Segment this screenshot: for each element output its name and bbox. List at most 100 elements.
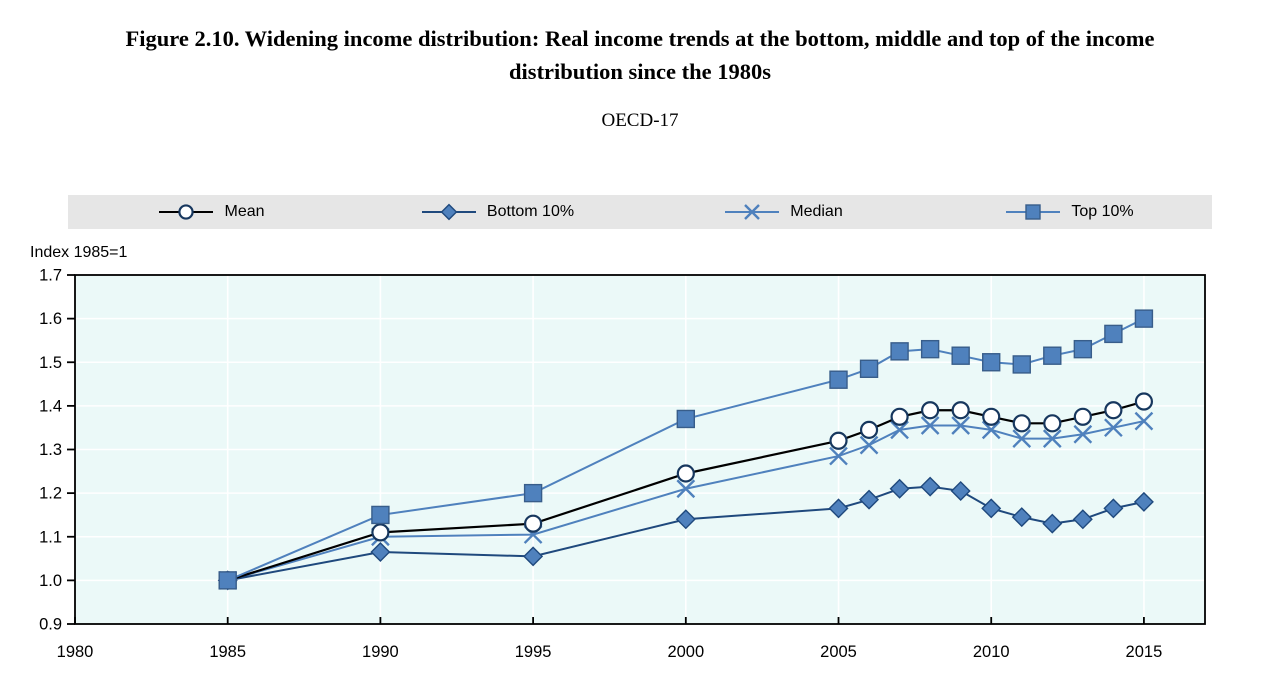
marker-top-10-2006 bbox=[859, 359, 879, 378]
marker-median-2000 bbox=[676, 479, 696, 499]
marker-mean-2012 bbox=[1043, 414, 1062, 433]
marker-bottom-10-2013 bbox=[1072, 509, 1093, 530]
marker-top-10-2008 bbox=[920, 339, 940, 359]
marker-top-10-2015 bbox=[1134, 309, 1154, 328]
marker-median-2007 bbox=[890, 420, 909, 440]
x-tick-label-1990: 1990 bbox=[362, 643, 399, 661]
marker-mean-2005 bbox=[829, 431, 848, 450]
legend-item-top-10: Top 10% bbox=[926, 202, 1212, 222]
marker-mean-2015 bbox=[1134, 392, 1154, 411]
marker-top-10-2013 bbox=[1073, 339, 1093, 359]
legend-label-top-10: Top 10% bbox=[1071, 203, 1134, 220]
marker-median-2006 bbox=[859, 435, 879, 455]
marker-bottom-10-2007 bbox=[889, 478, 910, 499]
marker-bottom-10-2000 bbox=[675, 509, 696, 530]
marker-bottom-10-2005 bbox=[828, 498, 849, 519]
legend-label-mean: Mean bbox=[224, 203, 265, 220]
marker-median-2015 bbox=[1134, 411, 1154, 431]
y-tick-label-0.9: 0.9 bbox=[39, 616, 62, 634]
marker-mean-2014 bbox=[1104, 401, 1123, 420]
marker-top-10-1990 bbox=[371, 505, 390, 525]
x-tick-label-2000: 2000 bbox=[667, 643, 704, 661]
legend-label-median: Median bbox=[790, 203, 843, 220]
chart-legend: Mean Bottom 10% Median Top 10% bbox=[68, 195, 1212, 229]
marker-mean-2013 bbox=[1073, 407, 1092, 426]
marker-bottom-10-2009 bbox=[950, 480, 971, 501]
marker-bottom-10-2014 bbox=[1103, 498, 1124, 519]
axis-tick-labels: 1980 1985 1990 1995 2000 2005 2010 2015 0.9 1.0 1.… bbox=[39, 267, 1162, 662]
marker-mean-2010 bbox=[982, 407, 1001, 426]
marker-top-10-1995 bbox=[523, 483, 543, 503]
marker-mean-2007 bbox=[890, 407, 909, 426]
mean-legend-glyph bbox=[178, 204, 195, 220]
marker-mean-2000 bbox=[676, 464, 695, 483]
marker-top-10-2012 bbox=[1043, 346, 1062, 365]
marker-median-2014 bbox=[1104, 418, 1123, 438]
marker-top-10-2010 bbox=[982, 353, 1001, 372]
figure-title: Figure 2.10. Widening income distributio… bbox=[0, 22, 1280, 88]
marker-top-10-2007 bbox=[890, 342, 909, 361]
marker-bottom-10-2015 bbox=[1133, 491, 1154, 512]
marker-bottom-10-2010 bbox=[981, 498, 1002, 519]
bottom-10-legend-glyph bbox=[440, 203, 458, 221]
marker-bottom-10-2008 bbox=[920, 476, 941, 497]
x-tick-label-2015: 2015 bbox=[1126, 643, 1163, 661]
marker-bottom-10-1995 bbox=[523, 546, 544, 567]
legend-item-bottom-10: Bottom 10% bbox=[354, 202, 640, 222]
legend-label-bottom-10: Bottom 10% bbox=[486, 203, 575, 220]
top-10-legend-glyph bbox=[1025, 204, 1042, 220]
marker-median-2008 bbox=[920, 416, 940, 435]
marker-top-10-1985 bbox=[218, 571, 237, 590]
mean-legend-marker-icon bbox=[159, 204, 214, 220]
marker-median-2012 bbox=[1042, 429, 1062, 448]
bottom-10-legend-marker-icon bbox=[421, 203, 476, 221]
marker-median-2009 bbox=[951, 416, 971, 435]
median-legend-marker-icon bbox=[725, 204, 780, 220]
marker-median-2011 bbox=[1012, 429, 1032, 448]
series-top-10 bbox=[218, 309, 1154, 590]
y-tick-label-1.3: 1.3 bbox=[39, 441, 62, 459]
marker-mean-1995 bbox=[524, 514, 543, 533]
marker-median-2013 bbox=[1073, 424, 1093, 444]
marker-top-10-2009 bbox=[951, 346, 970, 365]
figure-title-line1: Figure 2.10. Widening income distributio… bbox=[125, 26, 1155, 51]
series-bottom-10 bbox=[217, 476, 1154, 591]
marker-mean-2006 bbox=[859, 420, 879, 439]
y-tick-label-1.2: 1.2 bbox=[39, 485, 62, 503]
y-tick-label-1.6: 1.6 bbox=[39, 310, 62, 328]
marker-mean-2008 bbox=[921, 401, 940, 420]
marker-top-10-2011 bbox=[1012, 355, 1031, 374]
x-tick-label-1995: 1995 bbox=[515, 643, 552, 661]
marker-median-2010 bbox=[981, 420, 1001, 440]
marker-bottom-10-2012 bbox=[1042, 513, 1063, 534]
x-tick-label-2005: 2005 bbox=[820, 643, 857, 661]
series-median bbox=[218, 411, 1154, 590]
top-10-legend-marker-icon bbox=[1006, 204, 1061, 220]
x-tick-label-1980: 1980 bbox=[57, 643, 94, 661]
y-tick-label-1.4: 1.4 bbox=[39, 397, 62, 415]
marker-bottom-10-1990 bbox=[370, 542, 391, 563]
marker-mean-2011 bbox=[1012, 414, 1031, 433]
y-tick-label-1.7: 1.7 bbox=[39, 267, 62, 285]
marker-median-2005 bbox=[829, 446, 848, 466]
legend-item-mean: Mean bbox=[68, 202, 354, 222]
figure-subtitle: OECD-17 bbox=[601, 110, 679, 131]
y-axis-unit-label: Index 1985=1 bbox=[30, 244, 128, 261]
x-tick-label-1985: 1985 bbox=[209, 643, 246, 661]
legend-item-median: Median bbox=[640, 202, 926, 222]
median-legend-glyph bbox=[744, 204, 761, 220]
marker-mean-1990 bbox=[371, 523, 390, 542]
figure-title-line2: distribution since the 1980s bbox=[509, 59, 771, 84]
y-tick-label-1.1: 1.1 bbox=[39, 528, 62, 546]
marker-mean-2009 bbox=[951, 401, 970, 420]
marker-top-10-2014 bbox=[1104, 324, 1123, 344]
axis-ticks bbox=[67, 274, 1145, 625]
marker-top-10-2000 bbox=[676, 409, 696, 429]
marker-bottom-10-2011 bbox=[1011, 507, 1032, 528]
marker-top-10-2005 bbox=[829, 370, 848, 389]
x-tick-label-2010: 2010 bbox=[973, 643, 1010, 661]
marker-bottom-10-2006 bbox=[859, 489, 880, 510]
y-tick-label-1.5: 1.5 bbox=[39, 354, 62, 372]
